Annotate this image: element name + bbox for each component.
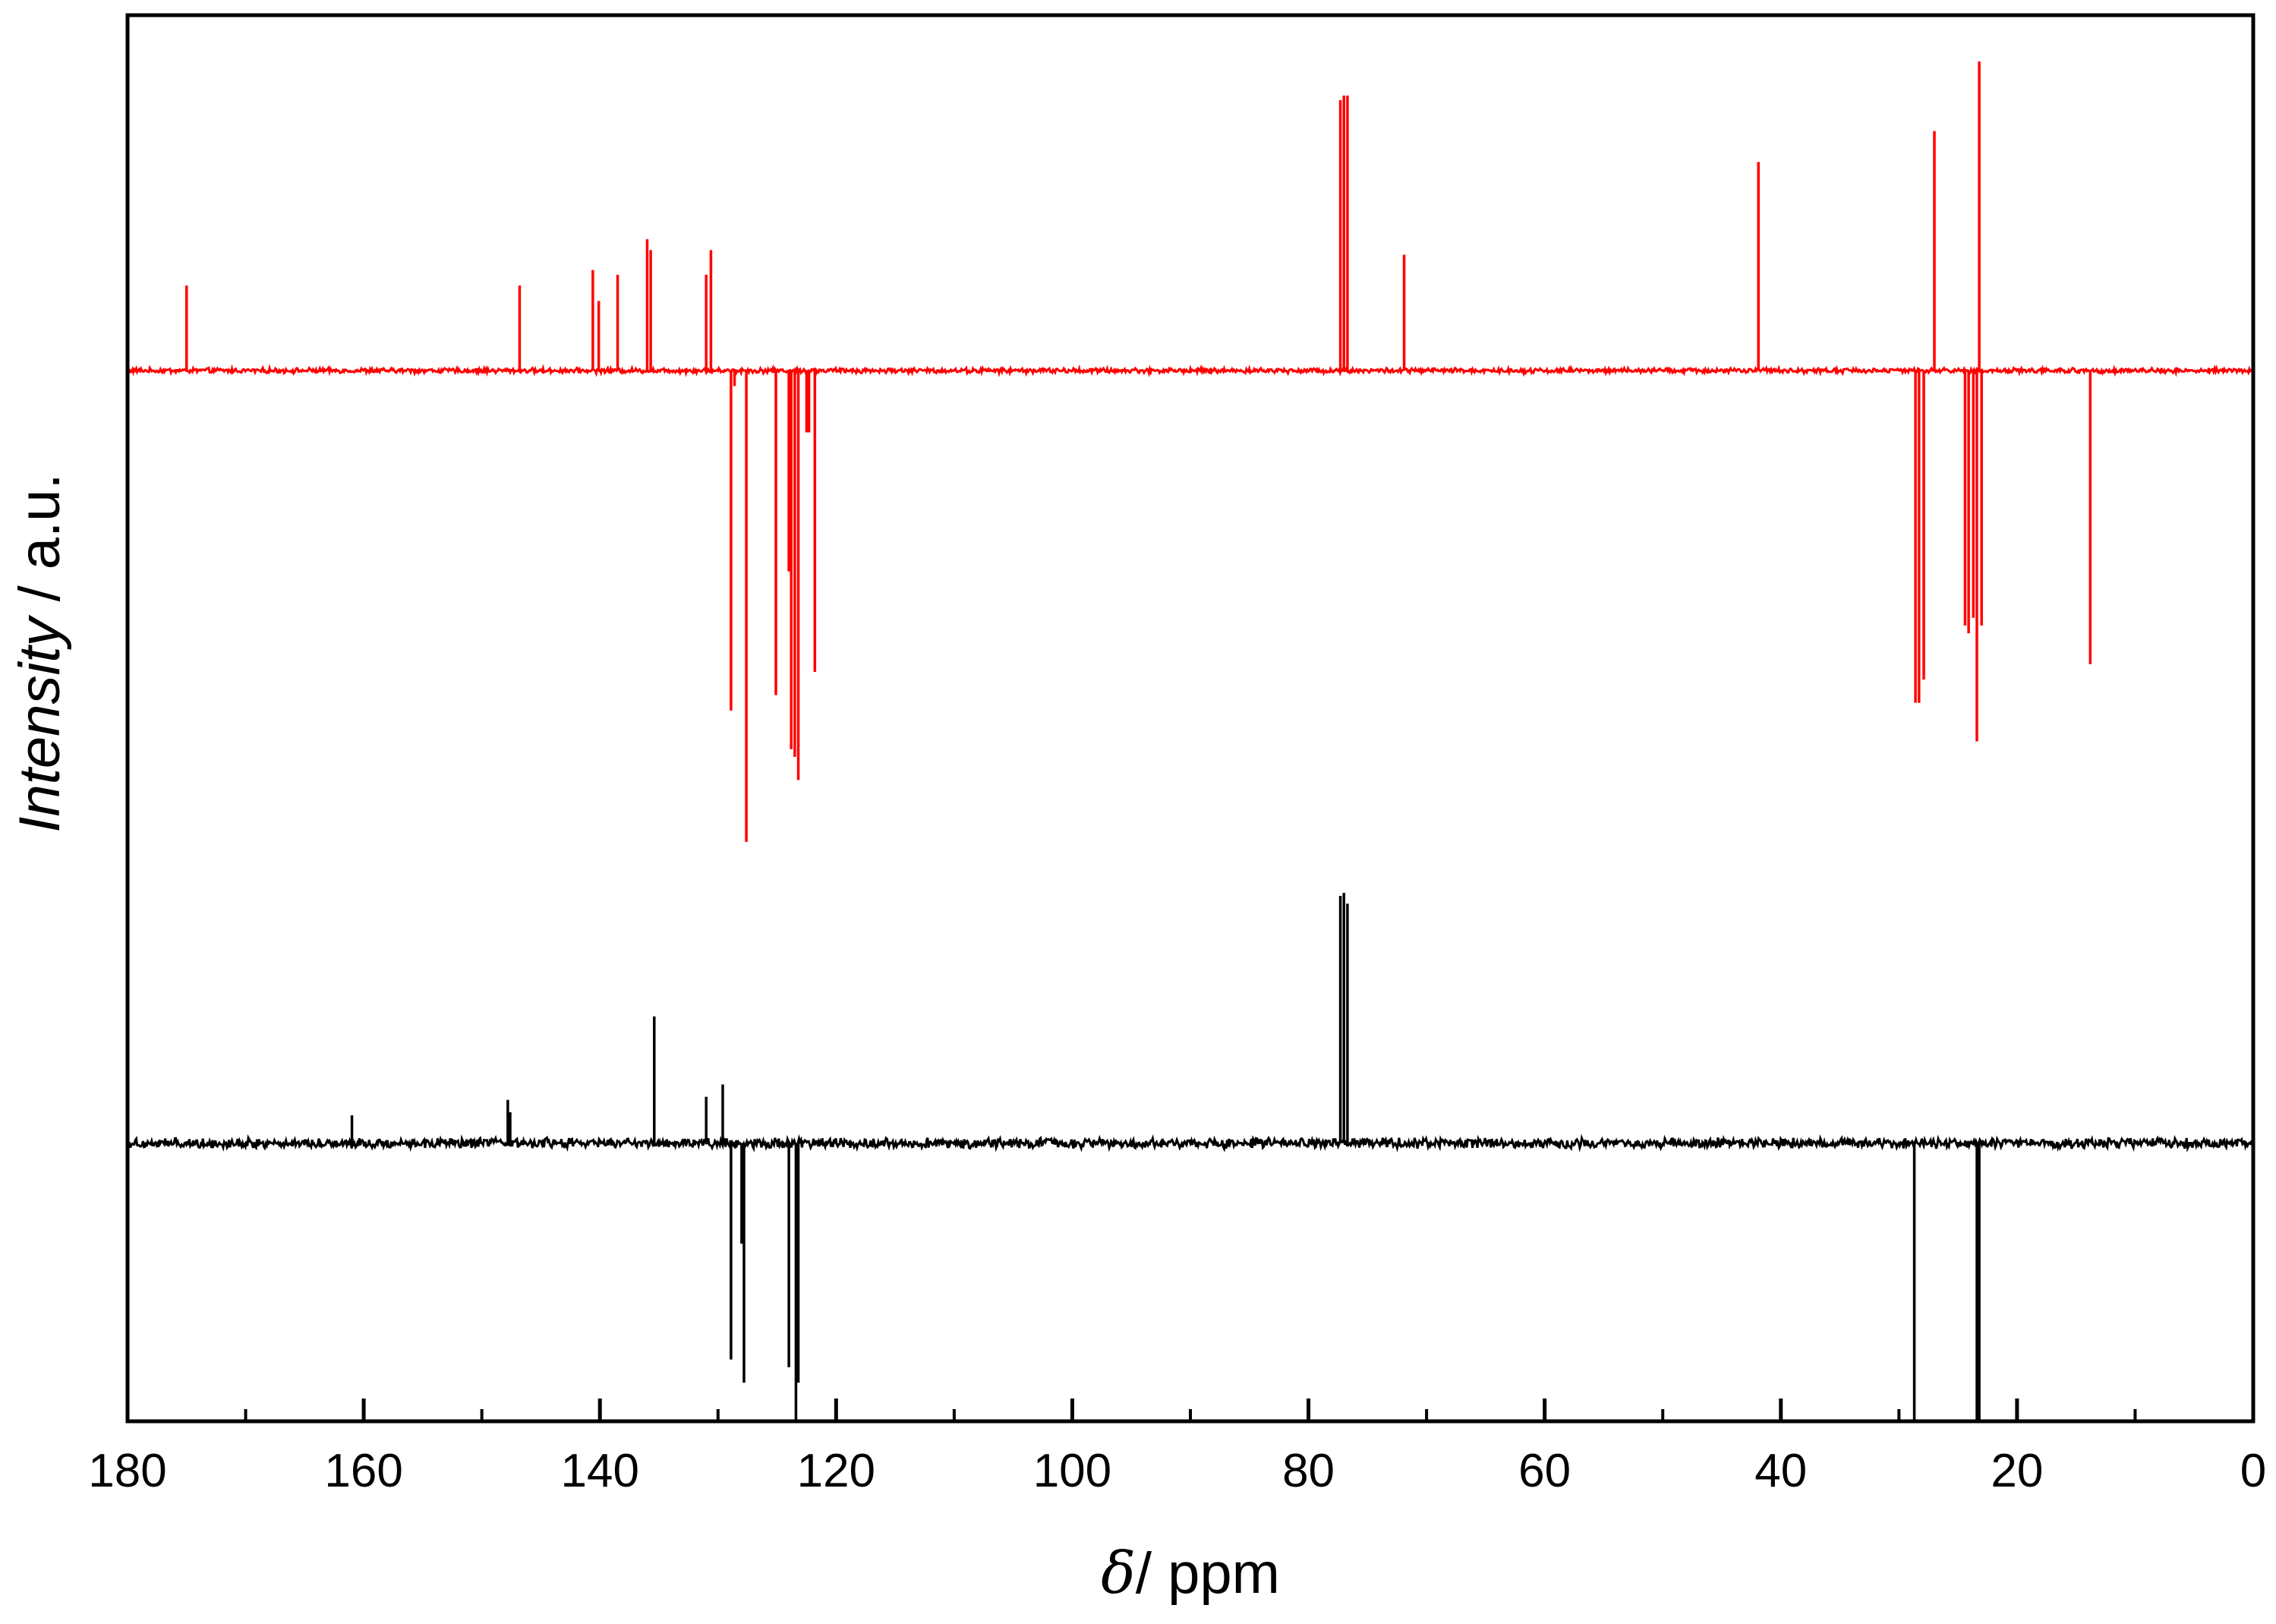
y-axis-label-main: Intensity <box>8 615 72 833</box>
x-tick-label: 120 <box>797 1445 875 1497</box>
spectrum-series-2 <box>128 892 2253 1421</box>
x-axis-label-symbol: δ <box>1101 1539 1136 1607</box>
x-tick-label: 60 <box>1518 1445 1571 1497</box>
x-tick-label: 100 <box>1033 1445 1111 1497</box>
y-axis-label: Intensity / a.u. <box>8 473 72 832</box>
x-axis-ticks <box>125 1399 2256 1421</box>
spectrum-series-1 <box>128 61 2253 842</box>
x-axis-tick-labels: 180 160 140 120 100 80 60 40 20 0 <box>88 1445 2266 1497</box>
x-tick-label: 0 <box>2240 1445 2266 1497</box>
x-tick-label: 160 <box>324 1445 402 1497</box>
x-tick-label: 180 <box>88 1445 166 1497</box>
spectrum-baseline <box>128 1134 2253 1153</box>
y-axis-label-unit: / a.u. <box>8 473 72 617</box>
x-tick-label: 140 <box>560 1445 638 1497</box>
x-tick-label: 80 <box>1282 1445 1335 1497</box>
x-tick-label: 20 <box>1991 1445 2043 1497</box>
spectrum-baseline <box>128 364 2253 378</box>
x-axis-label-unit: / ppm <box>1136 1541 1280 1606</box>
x-tick-label: 40 <box>1754 1445 1807 1497</box>
x-axis-label: δ/ ppm <box>1101 1539 1280 1607</box>
series-layer <box>128 61 2253 1421</box>
